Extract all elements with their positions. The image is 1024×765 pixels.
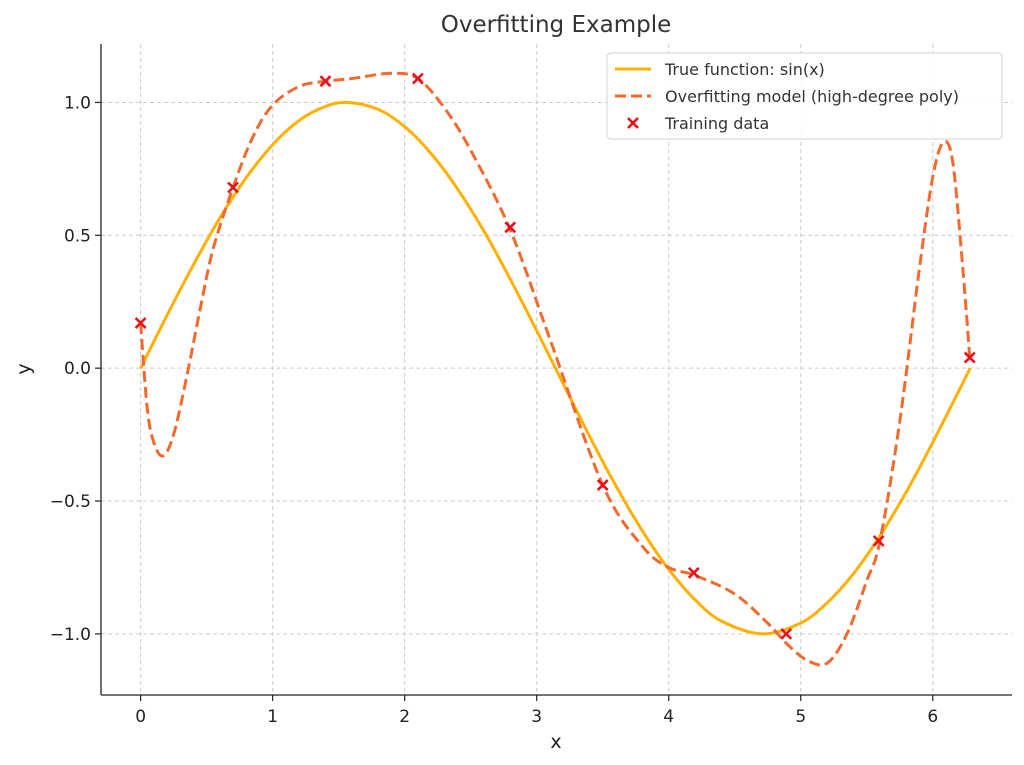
x-tick-label: 2 xyxy=(399,707,410,727)
legend-box xyxy=(606,52,1003,140)
x-axis-label: x xyxy=(550,731,561,753)
y-tick-label: 0.5 xyxy=(64,226,91,246)
chart-title: Overfitting Example xyxy=(441,12,672,38)
series-overfitting-model-high-degree-poly xyxy=(139,71,972,667)
training-data-point xyxy=(780,627,793,640)
series-line-overfitting-model-high-degree-poly xyxy=(139,71,972,667)
training-data-point xyxy=(963,351,976,364)
x-tick-label: 3 xyxy=(531,707,542,727)
training-data-point xyxy=(596,479,609,492)
series-line-true-function-sin-x xyxy=(139,100,972,636)
series-training-data xyxy=(134,72,976,640)
training-data-point xyxy=(227,181,239,194)
legend-item-true-function-sin-x: True function: sin(x) xyxy=(615,60,825,79)
legend-label: Training data xyxy=(664,114,769,133)
training-data-point xyxy=(319,75,332,88)
x-tick-label: 4 xyxy=(663,707,674,727)
legend-swatch xyxy=(627,117,639,129)
legend-item-training-data: Training data xyxy=(627,114,769,133)
x-tick-label: 0 xyxy=(135,707,146,727)
legend: True function: sin(x) Overfitting model (… xyxy=(606,52,1003,140)
series-true-function-sin-x xyxy=(139,100,972,636)
x-tick-label: 6 xyxy=(927,707,938,727)
y-axis-label: y xyxy=(13,363,35,374)
training-data-point xyxy=(134,317,147,329)
legend-item-overfitting-model-high-degree-poly: Overfitting model (high-degree poly) xyxy=(615,87,959,106)
training-data-point xyxy=(504,221,517,234)
series-layer xyxy=(134,71,976,667)
y-tick-label: −1.0 xyxy=(50,625,91,645)
x-tick-label: 5 xyxy=(795,707,806,727)
training-data-point xyxy=(411,72,424,85)
training-data-point xyxy=(872,534,885,547)
x-tick-label: 1 xyxy=(267,707,278,727)
legend-label: Overfitting model (high-degree poly) xyxy=(665,87,959,106)
y-tick-label: −0.5 xyxy=(50,492,91,512)
legend-label: True function: sin(x) xyxy=(664,60,825,79)
training-data-point xyxy=(687,566,700,579)
axes: 0 1 2 3 4 5 6 1.0 0.5 0.0 −0.5 −1.0 xyxy=(50,44,1012,727)
y-tick-label: 1.0 xyxy=(64,93,91,113)
y-tick-label: 0.0 xyxy=(64,359,91,379)
